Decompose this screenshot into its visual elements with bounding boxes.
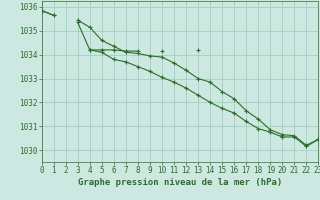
X-axis label: Graphe pression niveau de la mer (hPa): Graphe pression niveau de la mer (hPa) (78, 178, 282, 187)
